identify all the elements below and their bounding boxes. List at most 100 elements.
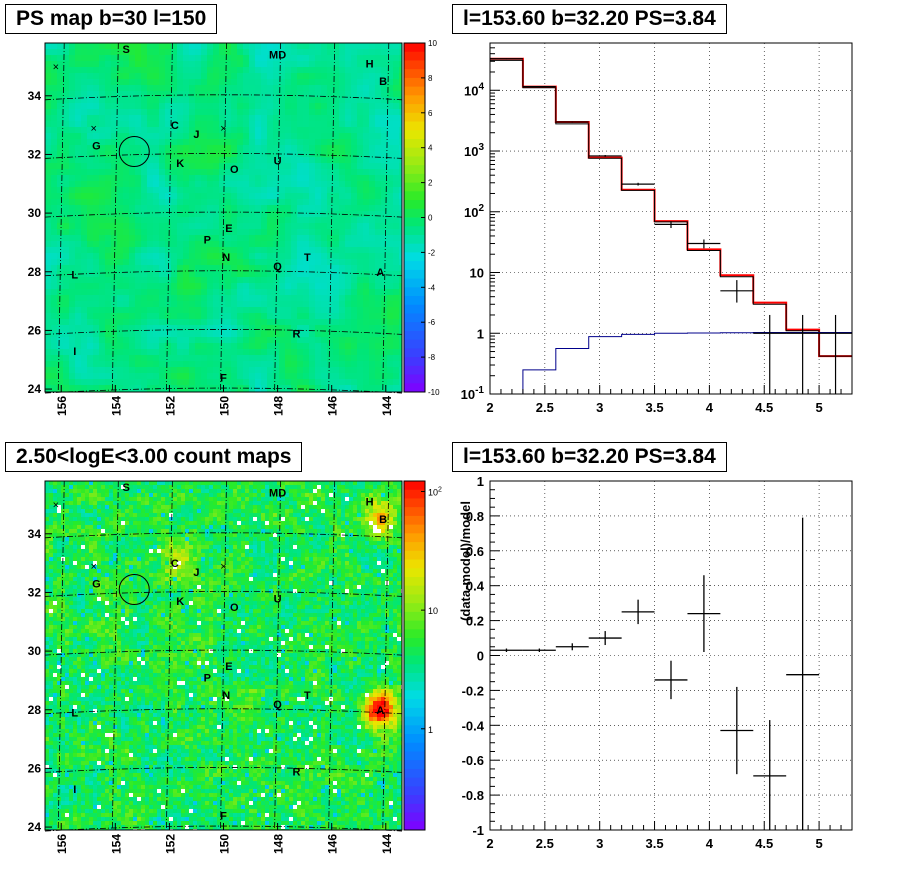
map-pixel bbox=[81, 677, 85, 681]
map-pixel bbox=[351, 157, 357, 163]
map-pixel bbox=[399, 385, 402, 391]
map-pixel bbox=[57, 349, 63, 355]
map-pixel bbox=[53, 793, 57, 797]
map-pixel bbox=[159, 325, 165, 331]
map-pixel bbox=[321, 91, 327, 97]
map-pixel bbox=[129, 379, 135, 385]
map-pixel bbox=[357, 127, 363, 133]
map-pixel bbox=[81, 629, 85, 633]
map-pixel bbox=[237, 307, 243, 313]
map-pixel bbox=[147, 139, 153, 145]
map-pixel bbox=[89, 581, 93, 585]
map-pixel bbox=[93, 133, 99, 139]
map-pixel bbox=[291, 205, 297, 211]
map-pixel bbox=[297, 331, 303, 337]
map-pixel bbox=[381, 43, 387, 49]
map-pixel bbox=[93, 625, 97, 629]
map-pixel bbox=[57, 367, 63, 373]
map-pixel bbox=[69, 259, 75, 265]
map-pixel bbox=[99, 181, 105, 187]
map-pixel bbox=[225, 49, 231, 55]
map-pixel bbox=[297, 49, 303, 55]
map-pixel bbox=[81, 343, 87, 349]
map-pixel bbox=[231, 343, 237, 349]
map-pixel bbox=[177, 205, 183, 211]
map-pixel bbox=[45, 669, 49, 673]
map-pixel bbox=[77, 521, 81, 525]
map-pixel bbox=[387, 61, 393, 67]
map-pixel bbox=[255, 163, 261, 169]
map-pixel bbox=[89, 805, 93, 809]
map-pixel bbox=[45, 115, 51, 121]
map-pixel bbox=[387, 373, 393, 379]
map-pixel bbox=[87, 199, 93, 205]
map-pixel bbox=[135, 229, 141, 235]
map-pixel bbox=[49, 529, 53, 533]
map-pixel bbox=[171, 133, 177, 139]
map-pixel bbox=[369, 61, 375, 67]
map-pixel bbox=[99, 85, 105, 91]
map-pixel bbox=[65, 817, 69, 821]
map-pixel bbox=[201, 187, 207, 193]
map-pixel bbox=[49, 749, 53, 753]
map-pixel bbox=[51, 211, 57, 217]
map-pixel bbox=[345, 277, 351, 283]
map-pixel bbox=[81, 513, 85, 517]
map-pixel bbox=[89, 645, 93, 649]
map-pixel bbox=[339, 157, 345, 163]
map-pixel bbox=[51, 361, 57, 367]
map-pixel bbox=[101, 641, 105, 645]
map-pixel bbox=[225, 187, 231, 193]
map-pixel bbox=[201, 127, 207, 133]
map-pixel bbox=[53, 513, 57, 517]
map-pixel bbox=[69, 49, 75, 55]
map-pixel bbox=[177, 193, 183, 199]
map-pixel bbox=[249, 139, 255, 145]
map-pixel bbox=[135, 49, 141, 55]
map-pixel bbox=[65, 705, 69, 709]
map-pixel bbox=[237, 157, 243, 163]
map-pixel bbox=[63, 181, 69, 187]
map-pixel bbox=[339, 271, 345, 277]
map-pixel bbox=[69, 109, 75, 115]
map-pixel bbox=[101, 661, 105, 665]
map-pixel bbox=[231, 163, 237, 169]
map-pixel bbox=[255, 265, 261, 271]
map-pixel bbox=[267, 85, 273, 91]
map-pixel bbox=[97, 725, 101, 729]
map-pixel bbox=[61, 525, 65, 529]
map-pixel bbox=[207, 277, 213, 283]
map-pixel bbox=[375, 361, 381, 367]
map-pixel bbox=[129, 235, 135, 241]
map-pixel bbox=[105, 121, 111, 127]
map-pixel bbox=[243, 289, 249, 295]
map-pixel bbox=[77, 557, 81, 561]
map-pixel bbox=[45, 55, 51, 61]
map-pixel bbox=[57, 379, 63, 385]
map-pixel bbox=[111, 55, 117, 61]
map-pixel bbox=[135, 43, 141, 49]
map-pixel bbox=[101, 577, 105, 581]
map-pixel bbox=[81, 385, 87, 391]
map-pixel bbox=[153, 199, 159, 205]
map-pixel bbox=[81, 553, 85, 557]
map-pixel bbox=[213, 337, 219, 343]
map-pixel bbox=[73, 677, 77, 681]
map-pixel bbox=[85, 669, 89, 673]
map-pixel bbox=[249, 331, 255, 337]
map-pixel bbox=[267, 205, 273, 211]
map-pixel bbox=[237, 205, 243, 211]
map-pixel bbox=[69, 157, 75, 163]
map-pixel bbox=[77, 529, 81, 533]
map-pixel bbox=[327, 247, 333, 253]
map-pixel bbox=[89, 565, 93, 569]
map-pixel bbox=[237, 235, 243, 241]
map-pixel bbox=[73, 697, 77, 701]
map-pixel bbox=[77, 793, 81, 797]
map-pixel bbox=[117, 139, 123, 145]
map-pixel bbox=[363, 199, 369, 205]
colorbar-segment bbox=[404, 287, 425, 297]
map-pixel bbox=[285, 175, 291, 181]
map-pixel bbox=[309, 163, 315, 169]
map-pixel bbox=[159, 349, 165, 355]
